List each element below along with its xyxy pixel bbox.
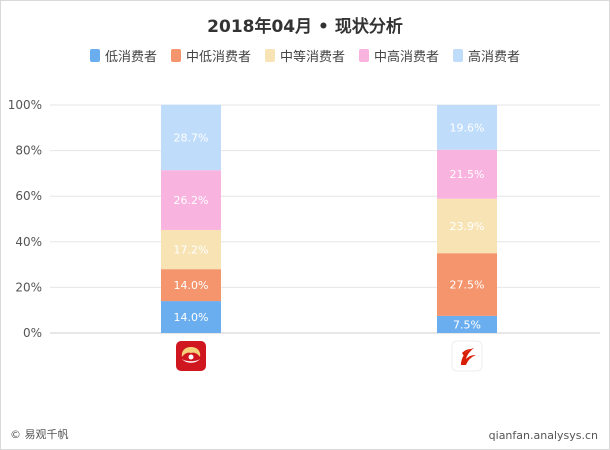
data-label: 17.2% (174, 244, 209, 257)
bar-segment[interactable] (161, 269, 221, 302)
chart-title: 2018年04月 • 现状分析 (207, 17, 403, 37)
legend: 低消费者 中低消费者 中等消费者 中高消费者 高消费者 (0, 46, 610, 65)
data-label: 23.9% (450, 220, 485, 233)
legend-swatch (453, 49, 464, 62)
legend-label: 中低消费者 (185, 50, 251, 65)
y-tick-label: 100% (8, 98, 42, 112)
footer-source-url[interactable]: qianfan.analysys.cn (488, 429, 598, 442)
data-label: 26.2% (174, 194, 209, 207)
bar-segment[interactable] (161, 229, 221, 270)
data-label: 19.6% (450, 121, 485, 134)
legend-swatch (170, 49, 181, 62)
bar-segment[interactable] (437, 105, 497, 150)
y-tick-label: 60% (15, 189, 42, 203)
y-tick-label: 40% (15, 235, 42, 249)
data-label: 14.0% (174, 279, 209, 292)
legend-label: 低消费者 (104, 50, 157, 65)
data-label: 7.5% (453, 318, 481, 331)
legend-swatch (359, 49, 369, 62)
footer-copyright: © 易观千帆 (10, 428, 69, 441)
legend-item-mid-low[interactable]: 中低消费者 (170, 46, 251, 65)
legend-item-low[interactable]: 低消费者 (89, 46, 157, 65)
legend-item-mid[interactable]: 中等消费者 (264, 46, 345, 65)
legend-label: 高消费者 (468, 50, 521, 65)
legend-item-mid-high[interactable]: 中高消费者 (359, 46, 439, 65)
data-label: 21.5% (450, 168, 485, 181)
legend-swatch (264, 49, 275, 62)
bar-segment[interactable] (437, 253, 497, 316)
y-tick-label: 0% (23, 326, 42, 340)
legend-swatch (89, 49, 100, 62)
bar-segment[interactable] (437, 198, 497, 254)
bar-segment[interactable] (161, 104, 221, 171)
data-label: 14.0% (174, 311, 209, 324)
legend-item-high[interactable]: 高消费者 (453, 46, 520, 65)
legend-label: 中高消费者 (374, 50, 440, 65)
y-tick-label: 80% (15, 144, 42, 158)
data-label: 28.7% (174, 131, 209, 144)
bar-segment[interactable] (437, 149, 497, 199)
bar-segment[interactable] (437, 315, 497, 333)
hainan-airlines-logo (176, 341, 206, 371)
legend-label: 中等消费者 (279, 50, 345, 65)
bar-segment[interactable] (161, 170, 221, 230)
data-label: 27.5% (450, 279, 485, 292)
y-tick-label: 20% (15, 280, 42, 294)
bar-segment[interactable] (161, 301, 221, 333)
air-china-logo (451, 340, 483, 372)
